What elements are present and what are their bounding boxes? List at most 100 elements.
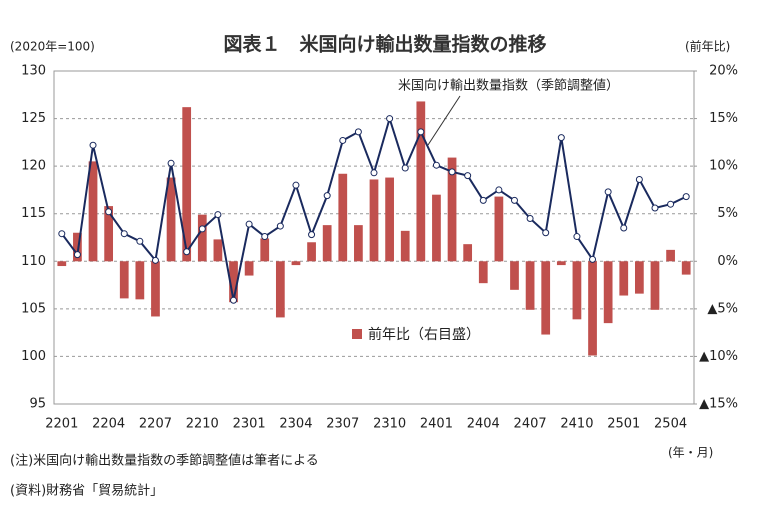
marker [292,181,300,189]
bar [88,161,98,262]
bar [588,261,597,356]
marker [386,115,394,123]
marker [245,220,253,228]
marker [308,231,316,239]
bar [229,261,238,303]
bar [432,194,441,262]
marker [667,200,675,208]
note: (注)米国向け輸出数量指数の季節調整値は筆者による [10,453,319,469]
marker [183,248,191,256]
marker [557,134,565,142]
bar [291,261,301,266]
bar [166,177,176,262]
bar [510,261,519,290]
y-tick-label: 115 [21,206,46,221]
marker [214,211,222,219]
bar [57,261,67,267]
series-label: 米国向け輸出数量指数（季節調整値） [398,78,619,94]
bar [354,225,363,262]
marker [370,169,378,177]
bar [634,261,644,294]
bar [494,196,504,262]
marker [464,172,472,180]
bar [478,261,488,284]
marker [620,224,628,232]
marker [604,188,612,196]
bar [104,206,114,262]
bar [307,242,316,262]
y-tick-label: 125 [21,111,46,126]
bar [385,177,394,262]
y2-tick-label: 0% [717,254,738,269]
x-tick-label: 2301 [233,417,266,432]
bar [463,244,473,262]
plot-border [53,70,695,405]
y2-tick-label: 5% [717,206,738,221]
marker [167,159,175,167]
bar [213,239,223,262]
bar [260,238,270,262]
marker [230,296,238,304]
marker [89,141,97,149]
marker [276,222,284,230]
x-tick-label: 2307 [326,417,359,432]
y2-tick-label: ▲15% [699,397,738,412]
marker [417,128,425,136]
bar [275,261,285,318]
bar [681,261,691,275]
bar [369,179,379,262]
bar [244,261,254,276]
x-tick-label: 2207 [139,417,172,432]
bar [525,261,535,310]
bar [400,230,410,262]
x-tick-label: 2304 [279,417,312,432]
y2-tick-label: ▲10% [699,349,738,364]
bar [322,225,332,262]
bar [541,261,551,335]
marker [323,192,331,200]
annotation-line [427,95,461,146]
y2-tick-label: 10% [709,159,738,174]
marker [136,237,144,245]
bar [603,261,613,324]
bar [338,173,348,262]
bar [447,157,457,262]
x-tick-label: 2410 [560,417,593,432]
x-axis-label: (年・月) [668,446,713,460]
y-axis-label: (2020年=100) [10,40,95,54]
x-tick-label: 2401 [420,417,453,432]
y-tick-label: 100 [21,349,46,364]
bar [619,261,629,296]
marker [526,214,534,222]
legend-swatch [352,329,362,339]
x-tick-label: 2204 [92,417,125,432]
y-tick-label: 105 [21,301,46,316]
marker [261,233,269,241]
marker [495,186,503,194]
x-tick-label: 2310 [373,417,406,432]
bar [151,261,160,317]
marker [198,225,206,233]
marker [401,164,409,172]
x-tick-label: 2404 [467,417,500,432]
marker [651,204,659,212]
bar [556,261,566,266]
marker [354,128,362,136]
marker [105,208,113,216]
bar [416,101,426,262]
x-tick-label: 2210 [186,417,219,432]
y2-tick-label: ▲5% [707,301,738,316]
marker [58,230,66,238]
y2-tick-label: 15% [709,111,738,126]
marker [151,256,159,264]
chart-title: 図表１ 米国向け輸出数量指数の推移 [223,33,546,56]
marker [448,168,456,176]
note: (資料)財務省「貿易統計」 [10,483,163,499]
bar [666,249,675,262]
bar [197,214,207,262]
marker [510,196,518,204]
x-tick-label: 2501 [607,417,640,432]
legend-label: 前年比（右目盛） [368,326,480,343]
